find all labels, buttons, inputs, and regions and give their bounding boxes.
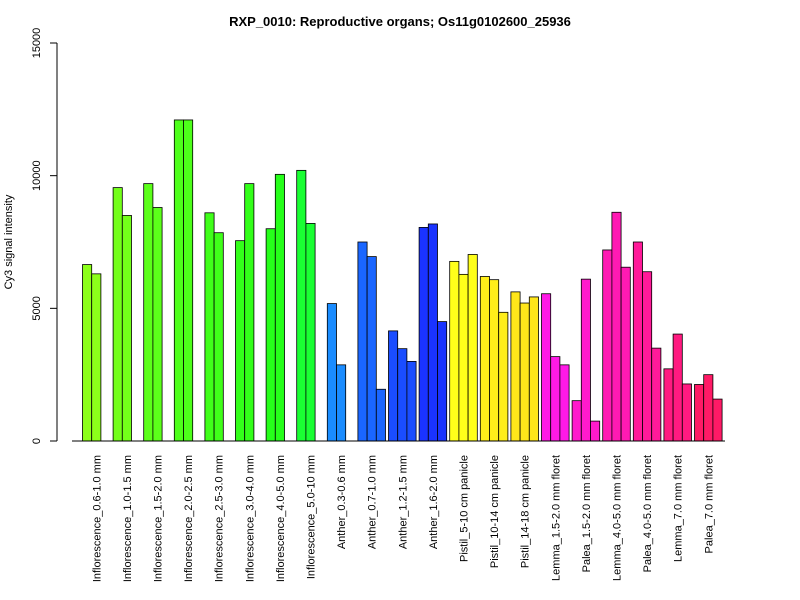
bar <box>397 348 408 442</box>
bar <box>213 232 224 442</box>
bars <box>82 119 723 442</box>
x-tick-label: Inflorescence_4.0-5.0 mm <box>275 455 287 582</box>
x-tick-label: Inflorescence_5.0-10 mm <box>306 455 318 579</box>
x-tick-label: Anther_1.6-2.0 mm <box>428 455 440 549</box>
bar <box>173 119 184 442</box>
bar <box>642 271 653 442</box>
bar <box>112 187 123 442</box>
x-tick-label: Pistil_10-14 cm panicle <box>489 455 501 568</box>
bar <box>366 256 377 442</box>
bar <box>590 420 601 442</box>
bar <box>571 400 582 442</box>
bar <box>296 169 307 442</box>
x-tick-label: Pistil_5-10 cm panicle <box>459 455 471 562</box>
x-tick-label: Palea_7.0 mm floret <box>703 455 715 553</box>
bar <box>418 227 429 442</box>
bar <box>326 303 337 442</box>
bar <box>305 223 316 442</box>
bar <box>541 293 552 442</box>
bar <box>663 368 674 442</box>
x-tick-label: Inflorescence_1.0-1.5 mm <box>122 455 134 582</box>
bar <box>437 321 448 442</box>
bar <box>479 276 490 442</box>
bar <box>712 398 723 442</box>
x-tick-label: Anther_0.7-1.0 mm <box>367 455 379 549</box>
bar <box>244 183 255 442</box>
bar <box>694 384 705 442</box>
chart-title: RXP_0010: Reproductive organs; Os11g0102… <box>229 14 571 29</box>
bar <box>357 241 368 442</box>
bar <box>91 273 102 442</box>
bar <box>611 211 622 442</box>
y-axis-label: Cy3 signal intensity <box>3 194 15 289</box>
bar <box>550 356 561 442</box>
bar <box>274 173 285 442</box>
bar <box>183 119 194 442</box>
bar <box>449 260 460 442</box>
bar <box>519 302 530 442</box>
bar <box>265 228 276 442</box>
y-axis: 0 5000 10000 15000 <box>31 28 58 444</box>
bar <box>559 364 570 442</box>
x-tick-label: Lemma_7.0 mm floret <box>673 455 685 562</box>
bar <box>620 266 631 442</box>
y-tick-label: 0 <box>31 438 43 444</box>
x-axis-labels: Inflorescence_0.6-1.0 mm Inflorescence_1.… <box>91 455 715 582</box>
bar <box>510 291 521 442</box>
y-tick-label: 5000 <box>31 296 43 320</box>
bar <box>388 330 399 442</box>
y-tick-label: 10000 <box>31 160 43 191</box>
bar <box>528 296 539 442</box>
bar <box>121 215 132 442</box>
bar <box>406 360 417 442</box>
bar <box>498 311 509 442</box>
bar <box>602 249 613 442</box>
x-tick-label: Anther_0.3-0.6 mm <box>336 455 348 549</box>
x-tick-label: Palea_4.0-5.0 mm floret <box>642 455 654 572</box>
x-tick-label: Inflorescence_2.5-3.0 mm <box>214 455 226 582</box>
bar <box>580 278 591 442</box>
bar <box>375 388 386 442</box>
bar <box>143 183 154 442</box>
bar <box>235 240 246 442</box>
bar <box>152 207 163 442</box>
x-tick-label: Inflorescence_3.0-4.0 mm <box>244 455 256 582</box>
x-tick-label: Lemma_4.0-5.0 mm floret <box>612 455 624 581</box>
bar <box>336 364 347 442</box>
bar <box>489 279 500 442</box>
bar <box>651 347 662 442</box>
bar <box>467 254 478 442</box>
x-tick-label: Palea_1.5-2.0 mm floret <box>581 455 593 572</box>
x-tick-label: Inflorescence_0.6-1.0 mm <box>91 455 103 582</box>
x-tick-label: Anther_1.2-1.5 mm <box>397 455 409 549</box>
bar <box>427 223 438 442</box>
bar <box>703 374 714 442</box>
x-tick-label: Lemma_1.5-2.0 mm floret <box>550 455 562 581</box>
x-tick-label: Pistil_14-18 cm panicle <box>520 455 532 568</box>
bar <box>632 241 643 442</box>
bar <box>204 212 215 442</box>
x-tick-label: Inflorescence_1.5-2.0 mm <box>153 455 165 582</box>
x-tick-label: Inflorescence_2.0-2.5 mm <box>183 455 195 582</box>
bar <box>82 264 93 442</box>
bar <box>672 333 683 442</box>
bar <box>458 273 469 442</box>
bar <box>681 383 692 442</box>
y-tick-label: 15000 <box>31 28 43 59</box>
